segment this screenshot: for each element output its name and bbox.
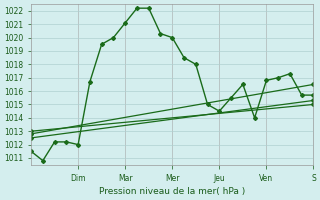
X-axis label: Pression niveau de la mer( hPa ): Pression niveau de la mer( hPa ) <box>99 187 245 196</box>
